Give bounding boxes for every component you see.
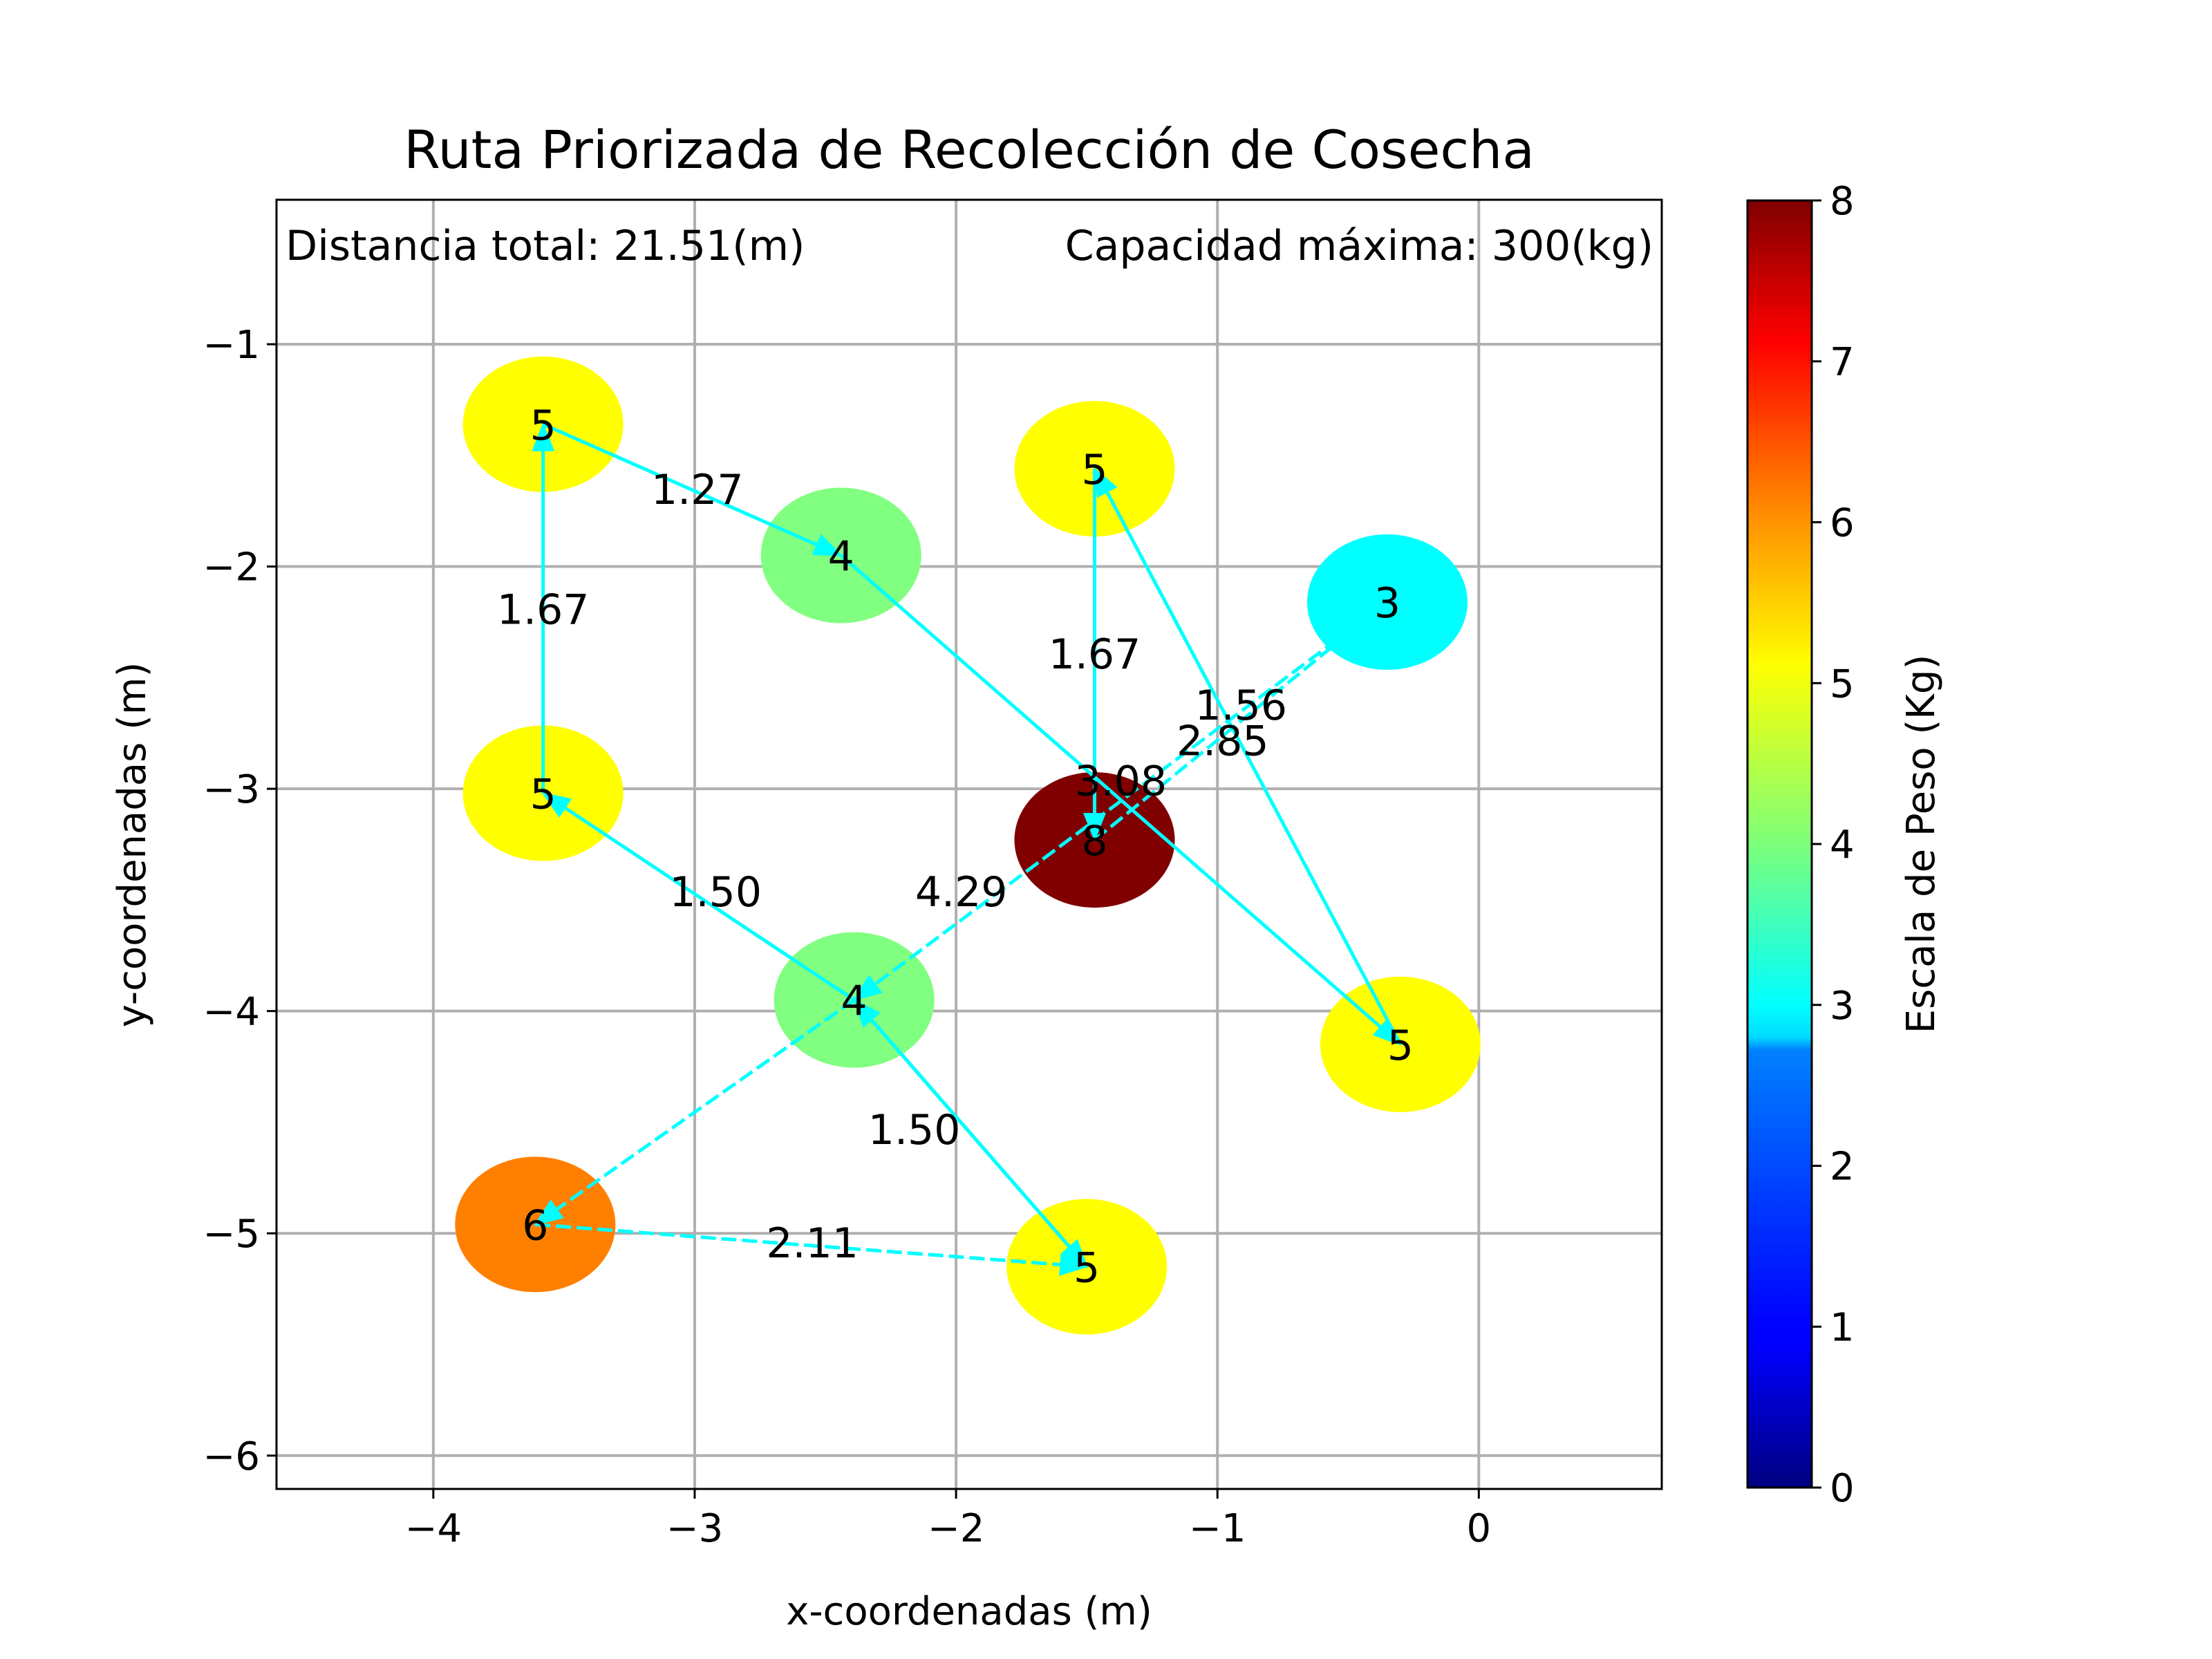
y-tick-label: −5: [203, 1212, 260, 1257]
route-edge: [1093, 617, 1369, 842]
colorbar-tick-label: 8: [1830, 179, 1855, 224]
colorbar-tick-label: 5: [1830, 662, 1855, 706]
y-tick-label: −4: [203, 990, 260, 1035]
route-edge: [874, 601, 1389, 986]
node-weight-label: 5: [1074, 1244, 1100, 1292]
route-edge: [840, 554, 1382, 1029]
x-tick-label: −4: [405, 1506, 462, 1551]
node-weight-label: 4: [828, 532, 854, 581]
y-tick-label: −2: [203, 545, 260, 590]
route-arrowhead: [534, 1199, 564, 1226]
route-edge: [1105, 491, 1403, 1046]
colorbar-gradient: [1747, 200, 1812, 1488]
node-weight-label: 8: [1081, 817, 1107, 865]
x-tick-label: 0: [1467, 1506, 1492, 1551]
route-arrowhead: [852, 998, 881, 1028]
colorbar-tick-label: 0: [1830, 1466, 1855, 1511]
edge-distance-label: 1.67: [497, 586, 590, 635]
colorbar-tick-label: 4: [1830, 823, 1855, 868]
node-labels: 5 4 5 3 5 8 4 5 6 5: [522, 402, 1414, 1293]
x-axis-ticks: −4 −3 −2 −1 0: [405, 1489, 1492, 1551]
route-arrowhead: [541, 792, 572, 818]
node-weight-label: 5: [1081, 446, 1107, 494]
x-tick-label: −1: [1189, 1506, 1246, 1551]
route-edge: [563, 806, 856, 1002]
y-tick-label: −3: [203, 767, 260, 812]
colorbar-tick-label: 3: [1830, 984, 1855, 1029]
route-arrowhead: [812, 534, 843, 556]
y-tick-label: −6: [203, 1434, 260, 1479]
total-distance-annotation: Distancia total: 21.51(m): [285, 222, 805, 270]
y-axis-label: y-coordenadas (m): [110, 662, 155, 1028]
colorbar-label: Escala de Peso (Kg): [1899, 655, 1944, 1034]
node-weight-label: 5: [1387, 1022, 1414, 1070]
edge-distance-label: 1.50: [669, 868, 762, 917]
grid: [276, 200, 1662, 1489]
chart-title: Ruta Priorizada de Recolección de Cosech…: [404, 119, 1535, 180]
plot-frame: [275, 198, 1663, 1490]
edge-distance-label: 1.50: [868, 1106, 961, 1154]
node-weight-label: 5: [530, 771, 556, 819]
route-arrowhead: [1059, 1253, 1089, 1276]
edge-distance-label: 3.08: [1075, 757, 1168, 805]
edges: [532, 422, 1403, 1276]
colorbar-tick-label: 2: [1830, 1145, 1855, 1190]
colorbar-tick-label: 7: [1830, 340, 1855, 385]
y-tick-label: −1: [203, 323, 260, 368]
colorbar-tick-label: 6: [1830, 501, 1855, 546]
edge-distance-label: 2.11: [766, 1219, 859, 1268]
colorbar-ticks: 0 1 2 3 4 5 6 7 8: [1812, 179, 1855, 1511]
edge-distance-label: 1.27: [651, 466, 744, 514]
x-axis-label: x-coordenadas (m): [786, 1589, 1152, 1634]
edge-distance-label: 1.67: [1049, 630, 1141, 679]
edge-labels: 1.50 1.50 1.67 1.27 3.082.85 1.67 1.56 4.29 2.11: [497, 466, 1287, 1268]
edge-distance-label: 1.56: [1194, 682, 1287, 730]
node-weight-label: 4: [841, 977, 868, 1026]
route-arrowhead: [852, 975, 883, 1002]
nodes: [455, 356, 1481, 1335]
node-weight-label: 6: [522, 1201, 548, 1250]
max-capacity-annotation: Capacidad máxima: 300(kg): [1065, 222, 1653, 270]
edge-distance-label: 2.85: [1177, 717, 1269, 765]
y-axis-ticks: −1 −2 −3 −4 −5 −6: [203, 323, 276, 1479]
node-weight-label: 5: [530, 402, 556, 450]
route-edge: [542, 422, 818, 547]
route-edge: [870, 1018, 1089, 1268]
route-arrowhead: [532, 422, 555, 451]
node-weight-label: 3: [1374, 579, 1400, 628]
colorbar-tick-label: 1: [1830, 1305, 1855, 1350]
route-arrowhead: [1083, 813, 1106, 842]
route-edge: [555, 998, 856, 1211]
route-edge: [535, 1222, 1061, 1267]
x-tick-label: −3: [666, 1506, 724, 1551]
colorbar: 0 1 2 3 4 5 6 7 8 Escala de Peso (Kg): [1746, 179, 1944, 1511]
edge-distance-label: 4.29: [915, 868, 1008, 917]
x-tick-label: −2: [928, 1506, 985, 1551]
